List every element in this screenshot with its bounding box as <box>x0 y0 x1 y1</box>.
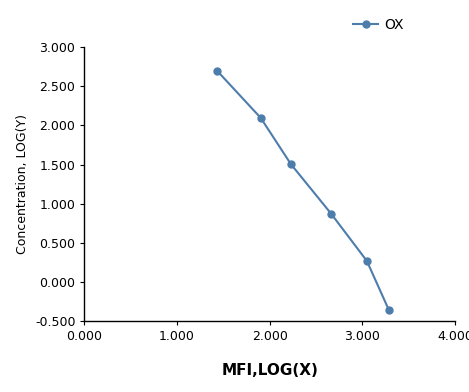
OX <box>328 211 334 216</box>
Legend: OX: OX <box>354 18 403 32</box>
OX <box>258 116 264 120</box>
OX <box>364 259 370 263</box>
OX <box>288 162 294 167</box>
Y-axis label: Concentration, LOG(Y): Concentration, LOG(Y) <box>16 114 30 254</box>
X-axis label: MFI,LOG(X): MFI,LOG(X) <box>221 363 318 378</box>
OX <box>386 307 392 312</box>
Line: OX: OX <box>213 67 392 313</box>
OX <box>214 68 220 73</box>
